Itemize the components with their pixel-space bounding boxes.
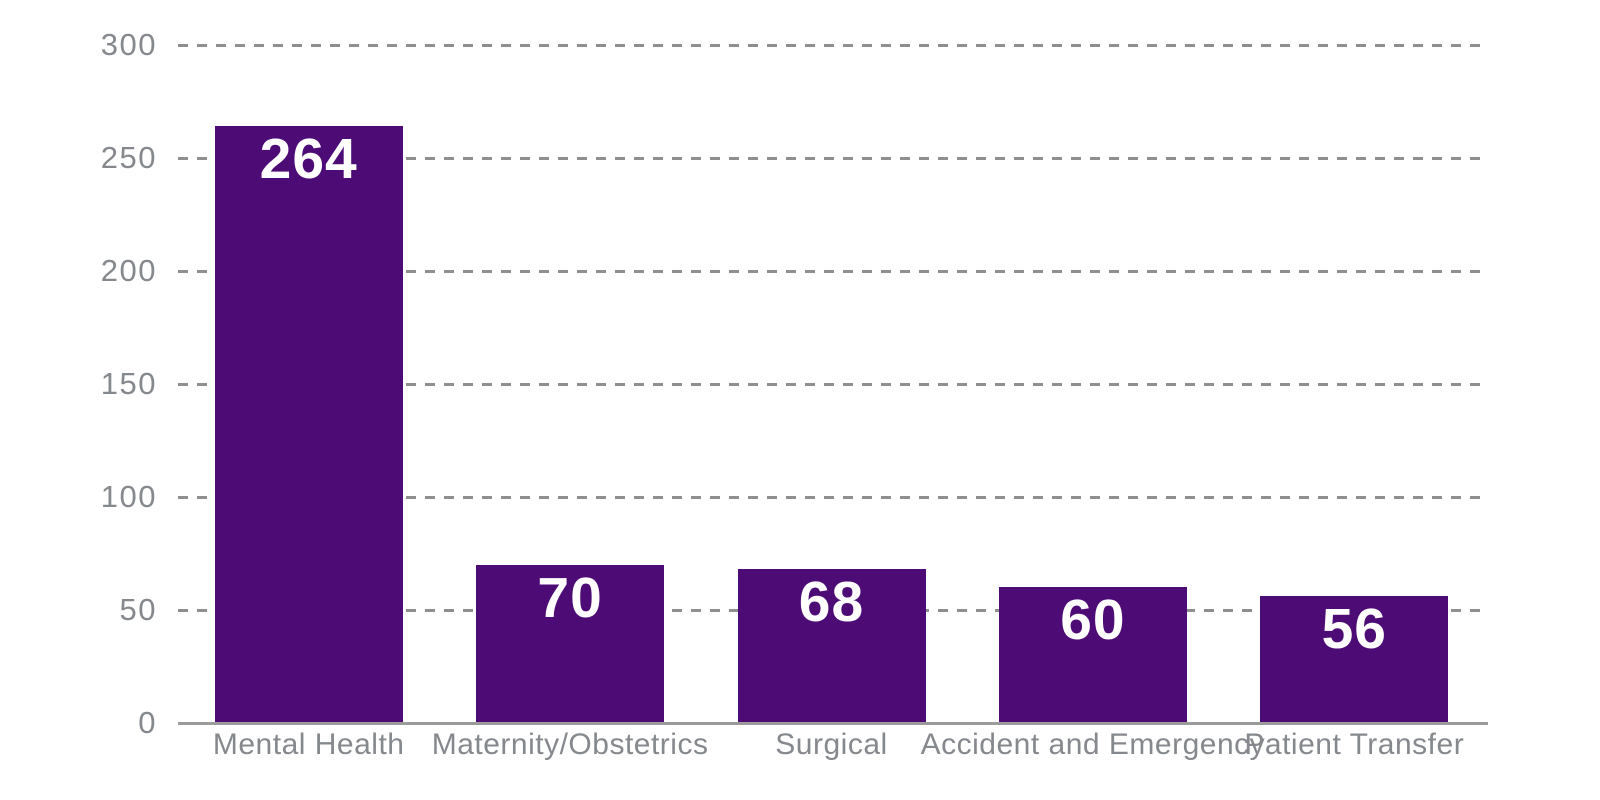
y-tick-label-200: 200	[100, 253, 157, 288]
y-tick-label-50: 50	[119, 592, 157, 627]
x-category-label-accident-and-emergency: Accident and Emergency	[920, 728, 1266, 761]
x-category-label-surgical: Surgical	[775, 728, 888, 761]
bar-value-label: 60	[1060, 588, 1126, 653]
y-tick-label-300: 300	[100, 27, 157, 62]
y-tick-label-150: 150	[100, 366, 157, 401]
x-category-label-maternity-obstetrics: Maternity/Obstetrics	[431, 728, 709, 761]
y-tick-label-100: 100	[100, 479, 157, 514]
gridline-250	[178, 156, 1485, 160]
y-tick-label-0: 0	[138, 705, 157, 740]
x-category-label-patient-transfer: Patient Transfer	[1244, 728, 1465, 761]
gridline-300	[178, 43, 1485, 47]
bar-mental-health: 264	[214, 126, 403, 723]
bar-surgical: 68	[737, 569, 926, 723]
bar-accident-and-emergency: 60	[998, 587, 1187, 723]
bar-value-label: 56	[1321, 597, 1387, 662]
bar-maternity-obstetrics: 70	[476, 564, 665, 723]
x-axis-line	[178, 721, 1488, 725]
y-tick-label-250: 250	[100, 140, 157, 175]
bar-value-label: 70	[537, 565, 603, 630]
x-category-label-mental-health: Mental Health	[212, 728, 405, 761]
bar-value-label: 264	[259, 127, 358, 192]
gridline-100	[178, 495, 1485, 499]
bar-patient-transfer: 56	[1260, 596, 1449, 723]
gridline-200	[178, 269, 1485, 273]
bar-value-label: 68	[798, 570, 865, 635]
gridline-150	[178, 382, 1485, 386]
